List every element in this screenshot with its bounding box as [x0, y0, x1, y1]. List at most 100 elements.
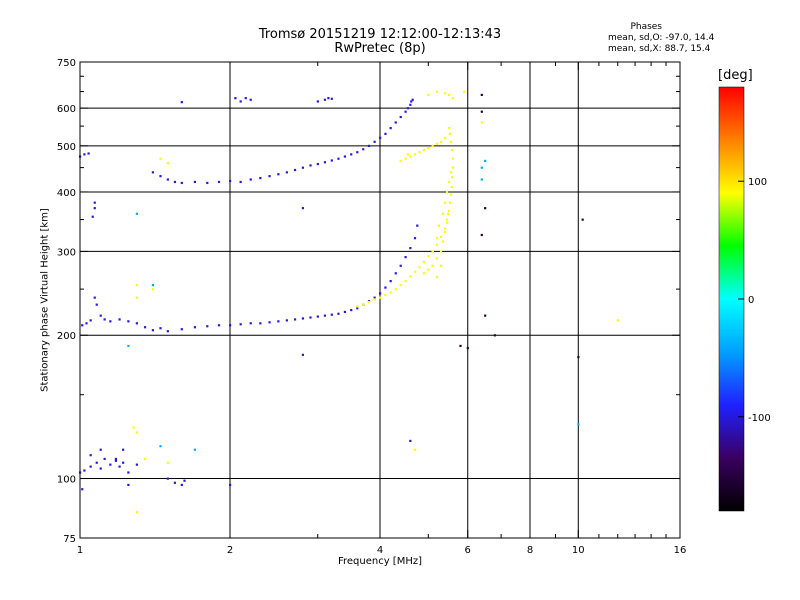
axis-ticks: 1 2 4 6 8 10 16 75 100 200 300 400 500 600 750 [57, 58, 686, 556]
y-tick-label: 600 [57, 104, 76, 115]
data-point [159, 327, 162, 330]
data-point [445, 190, 449, 194]
data-point [447, 180, 451, 184]
data-point [127, 344, 130, 348]
data-point [362, 148, 365, 151]
data-point [451, 97, 455, 100]
data-point [435, 90, 438, 93]
data-point [409, 155, 412, 158]
data-point [406, 107, 410, 110]
data-point [114, 459, 118, 462]
data-point [435, 237, 438, 240]
data-point [439, 264, 443, 267]
x-axis-label: Frequency [MHz] [337, 556, 423, 567]
data-point [389, 280, 392, 283]
data-point [316, 100, 319, 103]
data-point [268, 321, 271, 324]
y-tick-label: 500 [57, 142, 76, 153]
data-point [259, 176, 262, 180]
data-point [259, 322, 262, 325]
data-point [229, 179, 232, 183]
data-point [362, 303, 365, 306]
data-point [135, 212, 138, 215]
data-point [373, 296, 376, 299]
data-point [437, 224, 441, 227]
data-point [413, 270, 417, 273]
data-point [301, 166, 305, 169]
grid-lines [79, 62, 681, 538]
data-point [81, 488, 84, 491]
data-point [422, 272, 426, 275]
data-point [443, 227, 447, 230]
data-point [180, 483, 183, 487]
data-point [443, 201, 447, 204]
data-point [206, 325, 209, 328]
y-tick-label: 100 [57, 475, 76, 486]
data-point [406, 153, 410, 156]
data-point [411, 98, 414, 101]
data-point [450, 185, 453, 189]
data-point [373, 140, 376, 143]
data-point [114, 457, 118, 461]
data-point [459, 344, 462, 348]
data-point [330, 313, 333, 316]
data-point [431, 264, 434, 267]
data-point [404, 157, 407, 160]
data-point [409, 275, 412, 278]
data-point [493, 334, 497, 337]
data-point [127, 471, 130, 474]
data-point [151, 288, 155, 291]
data-point [443, 230, 447, 233]
data-point [350, 308, 353, 312]
data-point [173, 481, 177, 484]
data-point [249, 322, 252, 325]
data-point [480, 93, 483, 96]
data-point [293, 168, 297, 172]
data-point [330, 159, 333, 162]
data-point [410, 100, 413, 103]
data-point [83, 469, 86, 472]
data-point [93, 207, 96, 210]
data-point [451, 175, 454, 179]
data-point [431, 250, 434, 253]
data-point [166, 178, 169, 181]
data-point [343, 155, 347, 158]
data-point [449, 140, 453, 143]
data-point [122, 461, 125, 464]
stats-header: Phases [630, 22, 662, 32]
data-point [239, 180, 242, 184]
data-point [480, 166, 483, 169]
data-point [229, 483, 232, 487]
chart-title: Tromsø 20151219 12:12:00-12:13:43 [258, 27, 502, 42]
data-point [447, 127, 451, 130]
data-point [343, 310, 347, 314]
data-point [427, 268, 430, 271]
data-point [484, 159, 487, 163]
data-point [118, 318, 121, 321]
data-point [413, 448, 417, 451]
data-point [431, 144, 434, 148]
data-point [448, 132, 451, 135]
data-point [143, 457, 147, 461]
data-point [132, 426, 135, 429]
y-tick-label: 400 [57, 188, 76, 199]
data-point [89, 319, 92, 322]
data-point [151, 329, 155, 332]
data-point [159, 175, 162, 178]
data-point [301, 207, 305, 210]
x-tick-label: 8 [527, 545, 533, 556]
data-point [135, 296, 138, 299]
data-point [337, 157, 340, 160]
data-point [293, 318, 297, 321]
x-tick-label: 10 [572, 545, 585, 556]
data-point [316, 315, 319, 318]
data-point [99, 314, 102, 317]
colorbar-label: [deg] [718, 68, 753, 83]
data-point [616, 319, 619, 322]
data-point [135, 431, 138, 434]
data-point [193, 326, 197, 329]
data-point [244, 97, 247, 100]
data-point [193, 448, 197, 451]
y-tick-label: 75 [63, 534, 76, 545]
data-point [413, 153, 417, 156]
